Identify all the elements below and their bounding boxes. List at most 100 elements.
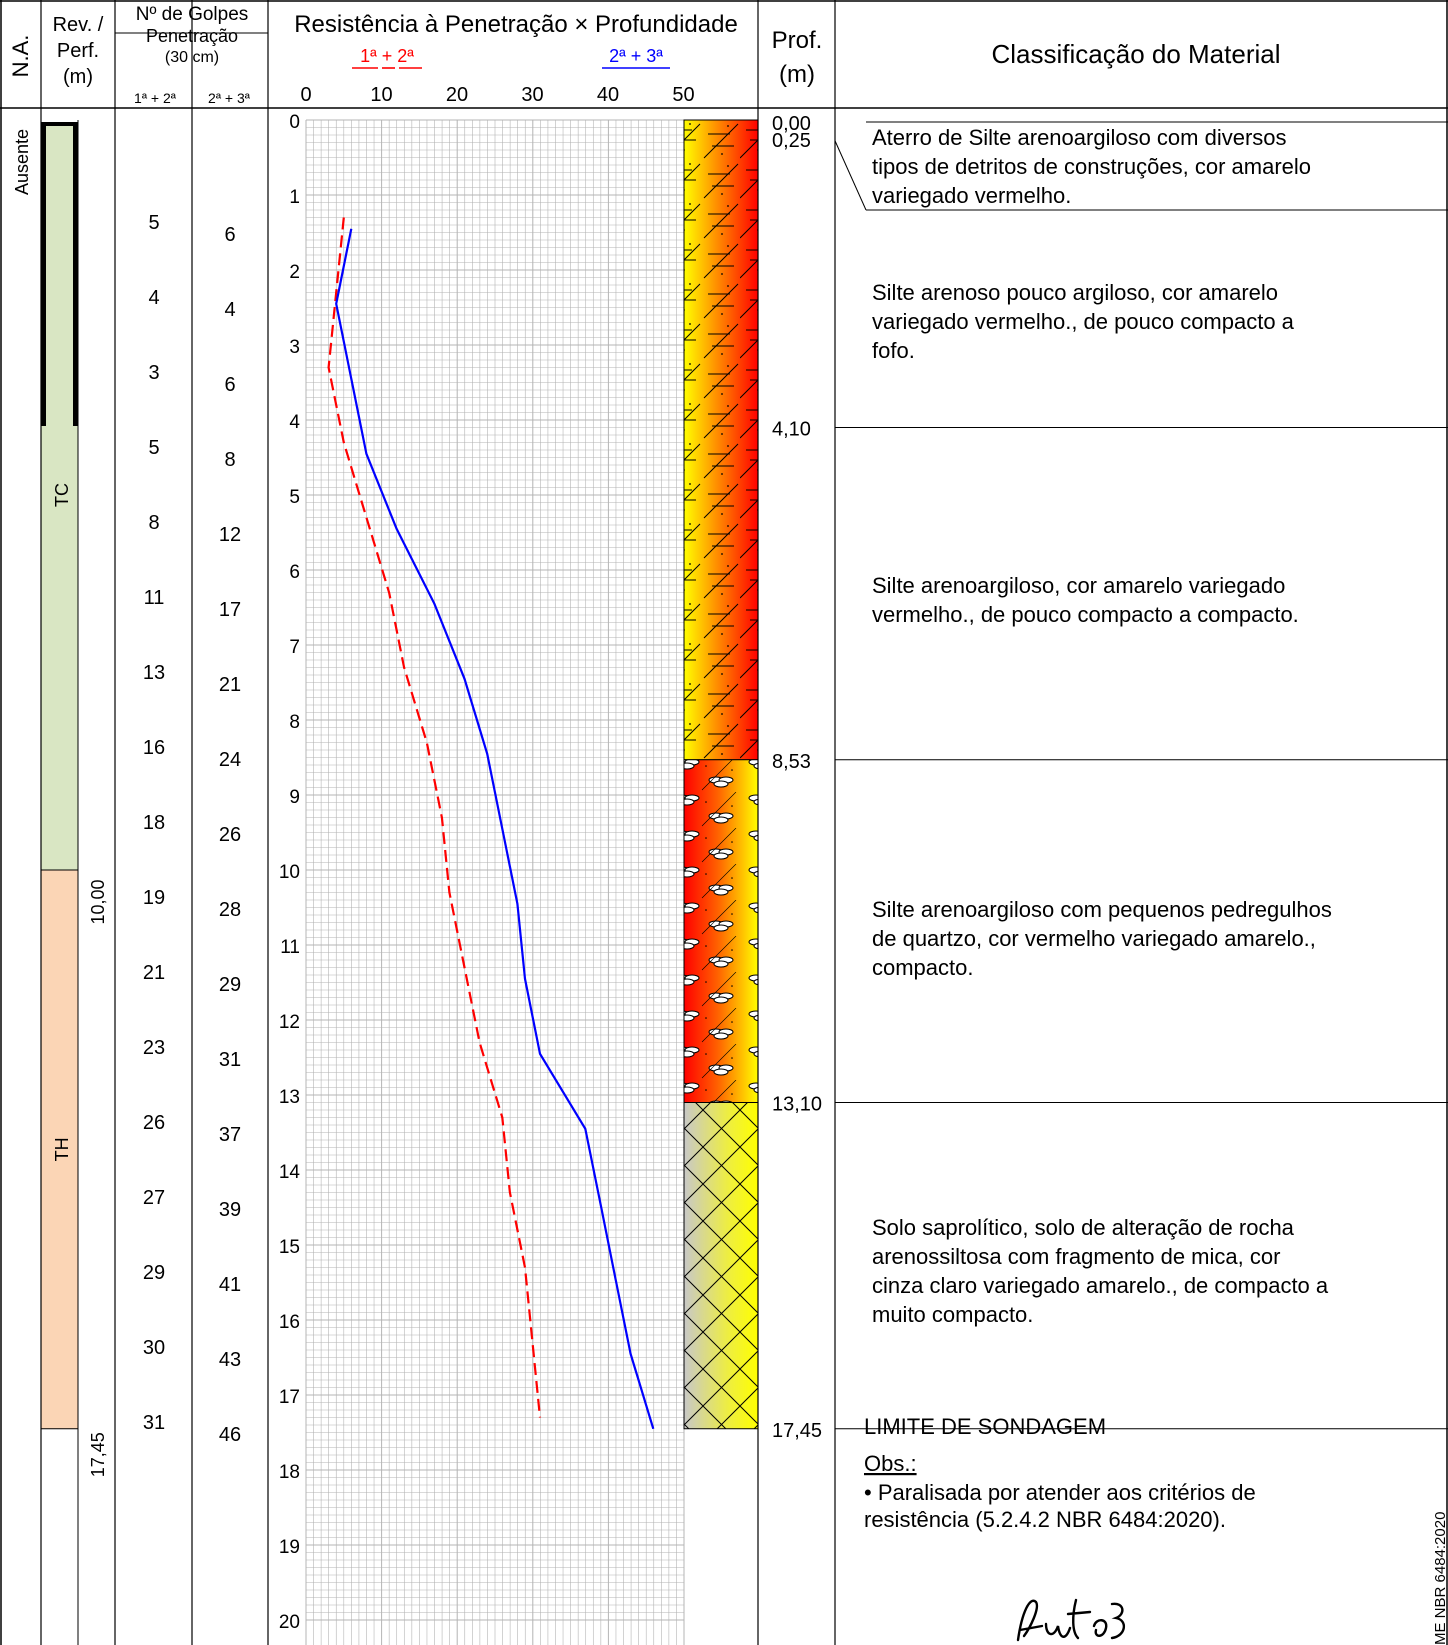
layer-depth-labels: 0,000,25 4,10 8,53 13,10 17,45 <box>772 113 822 1442</box>
blow-count-a: 27 <box>143 1187 165 1209</box>
y-tick-label: 11 <box>280 937 300 958</box>
blow-count-a: 21 <box>143 962 165 984</box>
y-tick-label: 12 <box>279 1012 300 1033</box>
casing-label-tc: TC <box>52 483 72 507</box>
classificacao-header: Classificação do Material <box>991 39 1280 69</box>
blow-count-b: 43 <box>219 1349 241 1371</box>
x-tick-label: 30 <box>521 84 543 106</box>
layer-depth-label: 0,00 <box>772 113 811 135</box>
layer-pattern-1 <box>683 119 759 761</box>
x-tick-label: 40 <box>597 84 619 106</box>
prof-header-line2: (m) <box>779 61 815 88</box>
limite-sondagem: LIMITE DE SONDAGEM <box>864 1414 1106 1439</box>
na-header: N.A. <box>8 35 33 78</box>
description-line: fofo. <box>872 338 915 363</box>
blow-count-a: 11 <box>144 587 165 609</box>
layer-depth-label: 17,45 <box>772 1420 822 1442</box>
blow-count-a: 13 <box>143 662 165 684</box>
casing-label-th: TH <box>52 1137 72 1161</box>
description-line: tipos de detritos de construções, cor am… <box>872 154 1311 179</box>
y-tick-label: 2 <box>289 262 300 283</box>
description-line: de quartzo, cor vermelho variegado amare… <box>872 926 1316 951</box>
blow-count-b: 29 <box>219 974 241 996</box>
legend-series-a: 1ª + 2ª <box>360 46 414 66</box>
side-note: ME NBR 6484:2020 <box>1432 1512 1448 1645</box>
blow-count-a: 19 <box>143 887 165 909</box>
description-line: Silte arenoargiloso com pequenos pedregu… <box>872 897 1332 922</box>
layer-depth-label: 0,25 <box>772 130 811 152</box>
x-axis-tick-labels: 0 10 20 30 40 50 <box>300 84 694 106</box>
aterro-bracket <box>834 140 867 211</box>
blow-count-a: 31 <box>143 1412 165 1434</box>
casing-right-bar <box>73 122 78 426</box>
y-tick-label: 4 <box>289 412 300 433</box>
blow-count-a: 18 <box>143 812 165 834</box>
y-tick-label: 7 <box>289 637 300 658</box>
blow-count-b: 21 <box>219 674 241 696</box>
golpes-col-a-header: 1ª + 2ª <box>134 90 177 106</box>
blow-count-a: 29 <box>143 1262 165 1284</box>
water-level-bar <box>41 122 78 426</box>
blow-count-a: 5 <box>148 437 159 459</box>
signature <box>1016 1598 1125 1642</box>
blow-count-b: 39 <box>219 1199 241 1221</box>
blow-count-b: 6 <box>224 374 235 396</box>
description-line: Aterro de Silte arenoargiloso com divers… <box>872 125 1287 150</box>
casing-segment-tc <box>41 124 78 870</box>
blow-count-a: 26 <box>143 1112 165 1134</box>
description-line: Silte arenoargiloso, cor amarelo variega… <box>872 573 1285 598</box>
y-tick-label: 13 <box>279 1087 300 1108</box>
perforation-mark: 10,00 <box>88 879 108 924</box>
chart-title: Resistência à Penetração × Profundidade <box>294 11 738 38</box>
golpes-title: Nº de Golpes <box>136 4 249 25</box>
chart-series <box>327 217 655 1430</box>
soil-layer-column <box>683 119 759 1430</box>
y-tick-label: 10 <box>279 862 300 883</box>
y-tick-label: 6 <box>289 562 300 583</box>
header: N.A. Rev. / Perf. (m) Nº de Golpes Penet… <box>8 4 1281 106</box>
blow-count-b: 28 <box>219 899 241 921</box>
blow-count-b: 26 <box>219 824 241 846</box>
blow-count-b: 8 <box>224 449 235 471</box>
rev-header-line3: (m) <box>63 66 93 88</box>
penetracao-label: Penetração <box>146 26 238 46</box>
y-tick-label: 16 <box>279 1312 300 1333</box>
description-line: variegado vermelho. <box>872 183 1071 208</box>
y-tick-label: 0 <box>289 112 300 133</box>
obs-title: Obs.: <box>864 1451 917 1476</box>
x-tick-label: 20 <box>446 84 468 106</box>
layer-depth-label: 4,10 <box>772 419 811 441</box>
description-line: cinza claro variegado amarelo., de compa… <box>872 1273 1329 1298</box>
y-tick-label: 14 <box>279 1162 301 1183</box>
y-tick-label: 20 <box>279 1612 300 1633</box>
description-line: vermelho., de pouco compacto a compacto. <box>872 602 1299 627</box>
material-descriptions: Aterro de Silte arenoargiloso com divers… <box>872 125 1332 1327</box>
blow-count-a: 30 <box>143 1337 165 1359</box>
casing-segment-th <box>41 870 78 1429</box>
rev-header-line1: Rev. / <box>53 14 104 36</box>
blow-count-b: 31 <box>219 1049 241 1071</box>
description-line: Solo saprolítico, solo de alteração de r… <box>872 1215 1295 1240</box>
perforation-mark: 17,45 <box>88 1432 108 1477</box>
prof-header-line1: Prof. <box>772 27 823 54</box>
blow-count-b: 12 <box>219 524 241 546</box>
blow-count-a: 23 <box>143 1037 165 1059</box>
description-line: arenossiltosa com fragmento de mica, cor <box>872 1244 1280 1269</box>
legend-series-b: 2ª + 3ª <box>609 46 663 66</box>
y-tick-label: 5 <box>289 487 300 508</box>
x-tick-label: 50 <box>672 84 694 106</box>
description-line: Silte arenoso pouco argiloso, cor amarel… <box>872 280 1278 305</box>
casing-segments <box>41 124 78 1429</box>
y-tick-label: 19 <box>279 1537 300 1558</box>
casing-labels: TC TH <box>52 483 72 1161</box>
x-tick-label: 0 <box>300 84 311 106</box>
blow-count-a: 4 <box>148 287 159 309</box>
x-tick-label: 10 <box>370 84 392 106</box>
blow-count-b: 24 <box>219 749 241 771</box>
y-tick-label: 1 <box>289 187 300 208</box>
layer-depth-label: 8,53 <box>772 751 811 773</box>
chart-grid <box>305 119 685 1645</box>
rev-header-line2: Perf. <box>57 40 99 62</box>
blow-count-b: 17 <box>219 599 241 621</box>
